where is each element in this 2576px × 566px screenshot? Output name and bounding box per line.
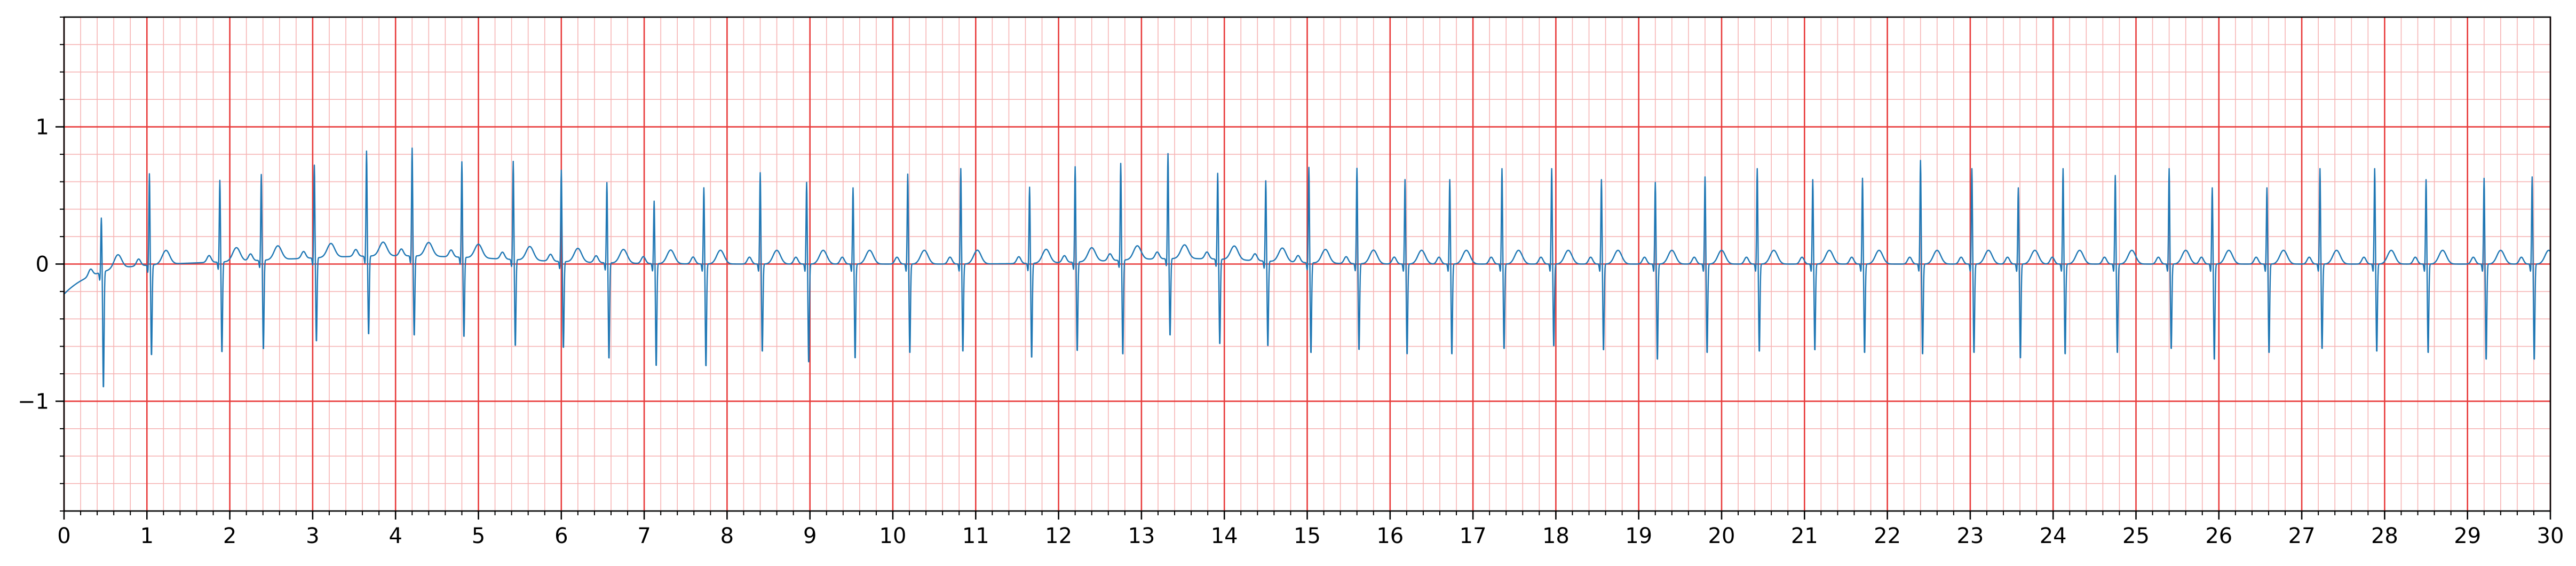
x-tick-label: 26: [2205, 524, 2232, 548]
x-tick-label: 12: [1045, 524, 1072, 548]
x-tick-label: 9: [803, 524, 817, 548]
y-tick-label: 0: [36, 253, 49, 277]
x-tick-label: 24: [2040, 524, 2067, 548]
x-tick-label: 23: [1956, 524, 1984, 548]
y-tick-label: 1: [36, 115, 49, 140]
x-tick-label: 25: [2122, 524, 2150, 548]
x-tick-label: 2: [223, 524, 236, 548]
x-tick-label: 13: [1128, 524, 1155, 548]
x-tick-label: 8: [720, 524, 734, 548]
tick-group: 0 1 2 3 4 5 6 7 8 9 10 11 12 13 14 15 16 17 18 19 20 21 22 23 24…: [18, 17, 2564, 548]
x-tick-label: 14: [1211, 524, 1238, 548]
x-tick-label: 10: [879, 524, 907, 548]
x-tick-label: 17: [1460, 524, 1487, 548]
ecg-trace-line: [64, 147, 2551, 388]
x-tick-label: 3: [306, 524, 319, 548]
x-tick-label: 6: [554, 524, 568, 548]
ecg-trace-group: [64, 147, 2551, 388]
x-tick-label: 18: [1542, 524, 1570, 548]
x-tick-label: 20: [1708, 524, 1735, 548]
x-tick-label: 28: [2371, 524, 2398, 548]
x-tick-label: 11: [962, 524, 989, 548]
x-tick-label: 27: [2288, 524, 2316, 548]
x-tick-label: 5: [472, 524, 485, 548]
x-tick-label: 15: [1294, 524, 1321, 548]
x-tick-label: 30: [2537, 524, 2564, 548]
x-tick-label: 0: [57, 524, 70, 548]
x-tick-label: 16: [1376, 524, 1404, 548]
x-tick-label: 7: [637, 524, 651, 548]
x-tick-label: 22: [1874, 524, 1901, 548]
x-tick-label: 19: [1625, 524, 1652, 548]
x-tick-label: 21: [1791, 524, 1818, 548]
y-tick-label: −1: [18, 389, 49, 414]
x-tick-label: 1: [140, 524, 154, 548]
x-tick-label: 4: [389, 524, 402, 548]
x-tick-label: 29: [2454, 524, 2481, 548]
